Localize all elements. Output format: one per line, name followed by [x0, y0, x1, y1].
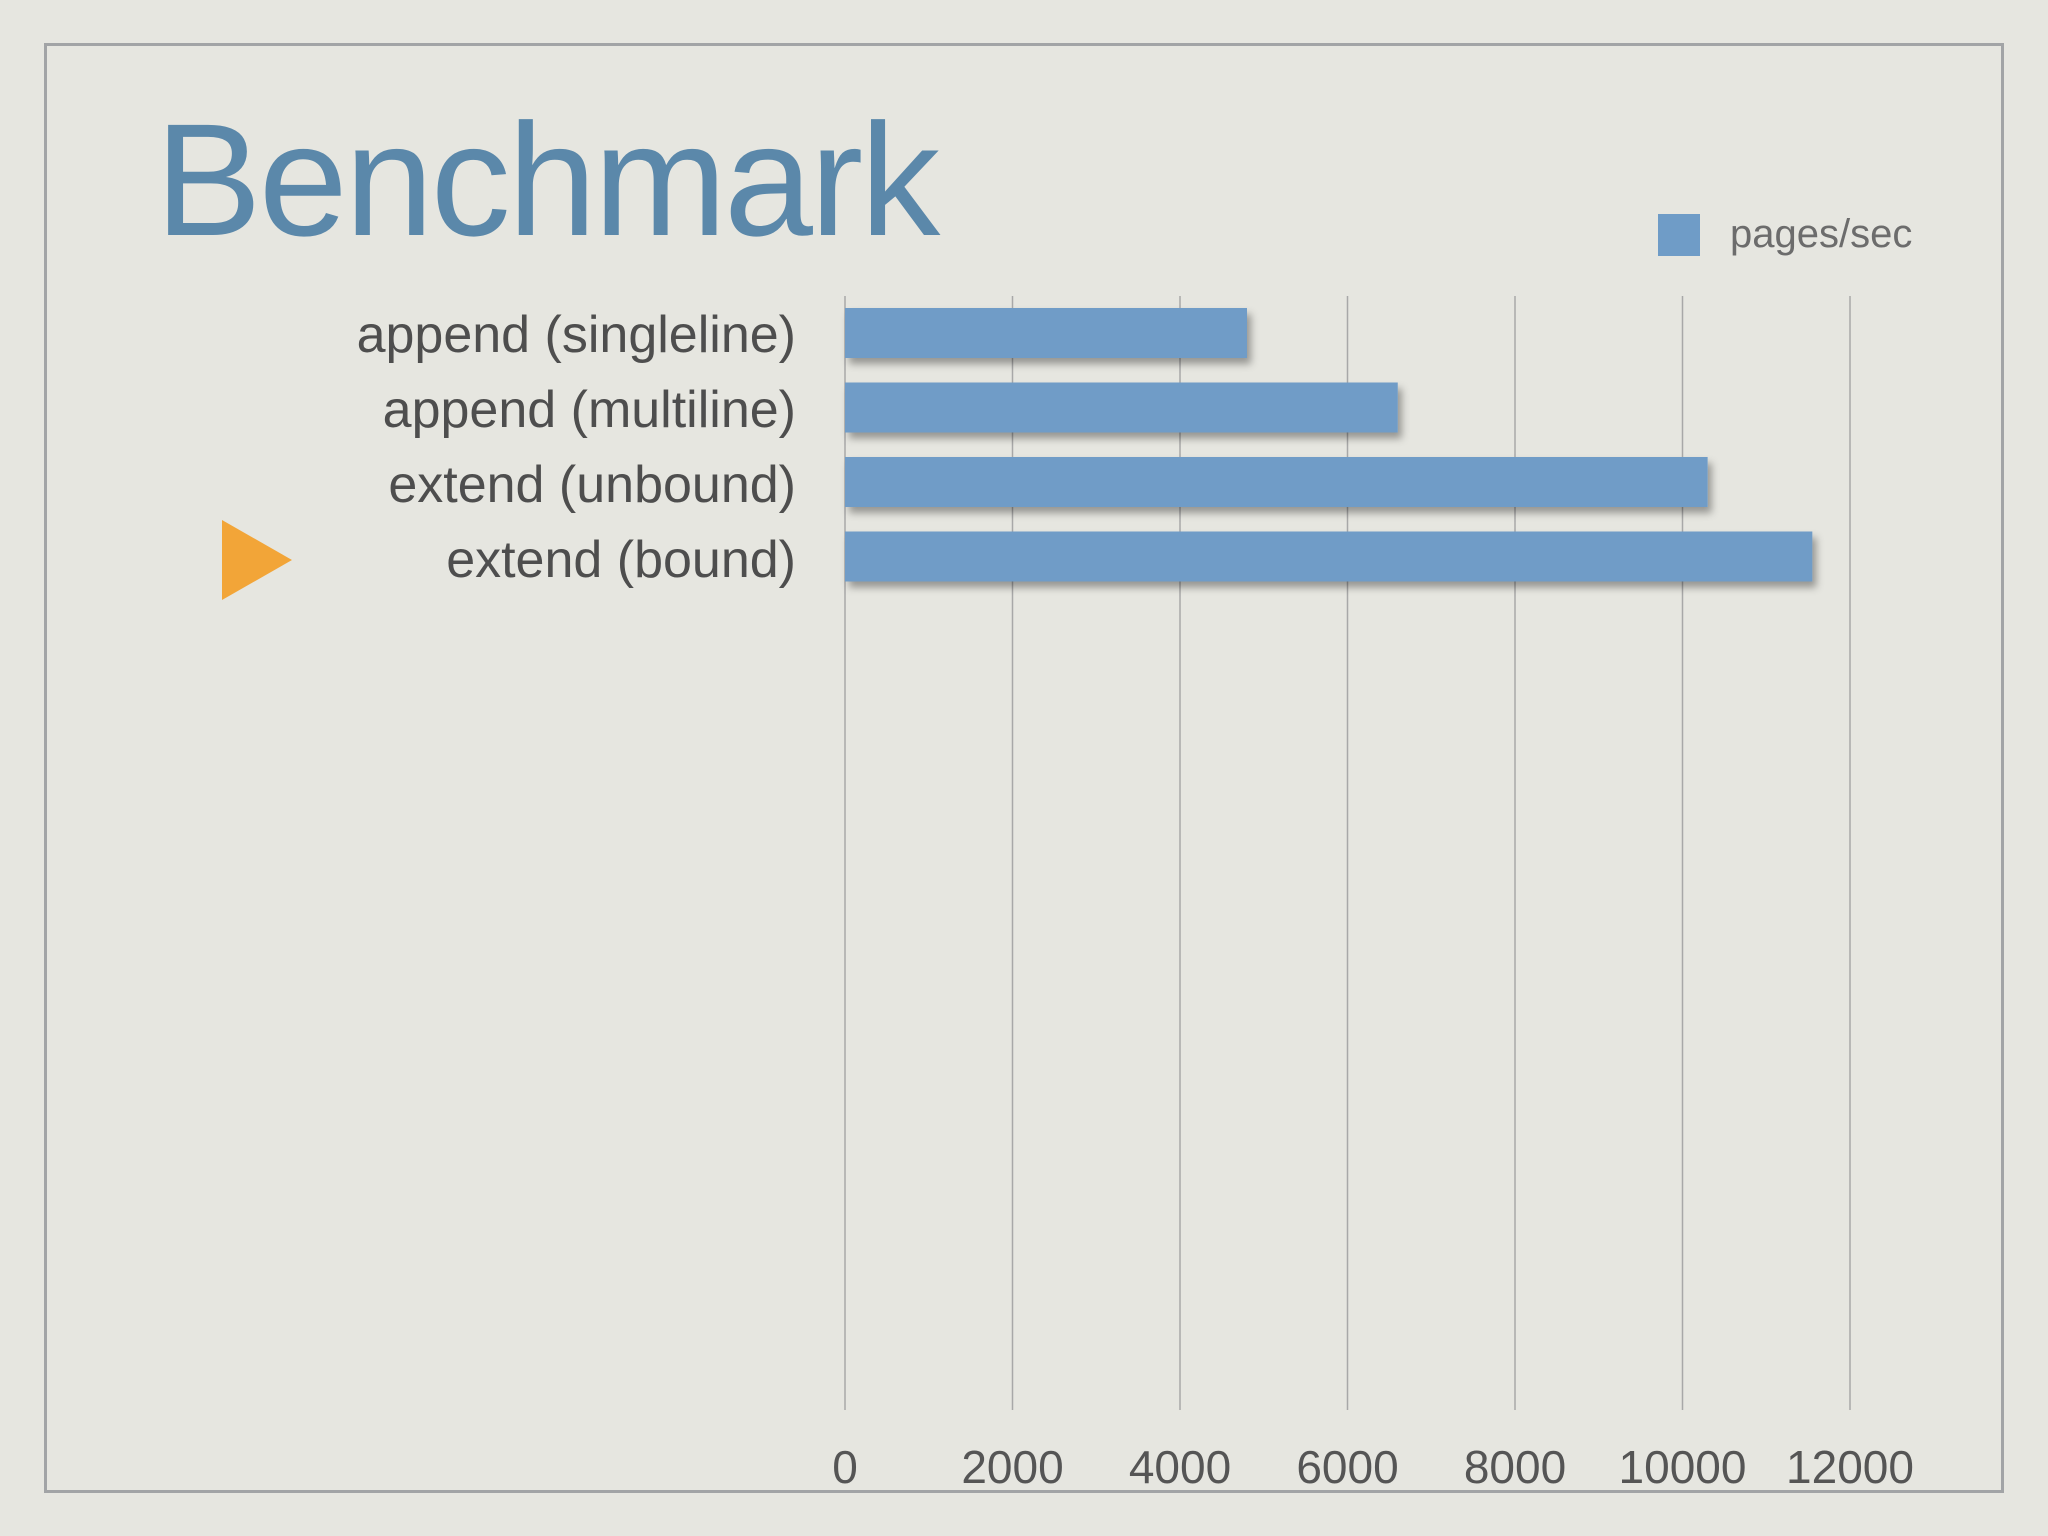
x-tick-label-2: 4000 [1128, 1441, 1232, 1493]
slide-frame [44, 43, 2004, 1493]
chart-legend: pages/sec [1658, 212, 1912, 257]
bar-0 [845, 308, 1247, 358]
bar-2 [845, 457, 1708, 507]
slide-title: Benchmark [155, 90, 940, 269]
legend-swatch [1658, 213, 1700, 256]
category-label-0: append (singleline) [356, 306, 796, 364]
category-label-3: extend (bound) [446, 531, 796, 589]
orange-triangle-icon [222, 520, 292, 600]
x-tick-label-3: 6000 [1296, 1441, 1399, 1493]
x-tick-label-6: 12000 [1786, 1441, 1914, 1493]
bar-3 [845, 531, 1813, 582]
category-label-1: append (multiline) [382, 381, 796, 439]
category-label-2: extend (unbound) [388, 456, 796, 514]
x-tick-label-0: 0 [832, 1441, 858, 1493]
x-tick-label-5: 10000 [1618, 1441, 1747, 1493]
x-tick-label-4: 8000 [1463, 1441, 1567, 1493]
bars [845, 308, 1813, 582]
legend-label: pages/sec [1730, 212, 1913, 256]
x-tick-label-1: 2000 [961, 1441, 1064, 1493]
bar-1 [845, 382, 1398, 433]
